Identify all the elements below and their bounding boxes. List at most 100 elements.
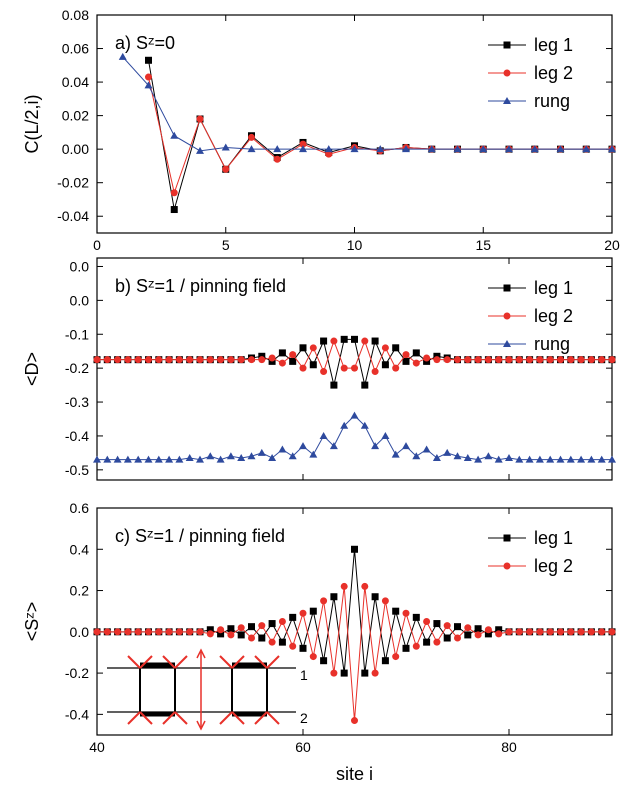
marker xyxy=(248,634,255,642)
marker xyxy=(433,638,441,646)
legend-label: leg 1 xyxy=(534,278,573,298)
marker xyxy=(289,613,297,621)
marker xyxy=(474,356,482,364)
marker xyxy=(186,628,194,636)
marker xyxy=(237,453,246,461)
marker xyxy=(329,442,338,450)
marker xyxy=(145,73,152,81)
marker xyxy=(567,356,575,364)
marker xyxy=(196,115,204,123)
marker xyxy=(340,669,348,677)
marker xyxy=(402,351,410,359)
ladder-inset xyxy=(107,648,296,731)
marker xyxy=(597,455,606,463)
marker xyxy=(535,455,544,463)
marker xyxy=(330,669,338,677)
marker xyxy=(237,631,245,639)
marker xyxy=(309,361,317,369)
marker xyxy=(598,628,606,636)
marker xyxy=(464,356,472,364)
y-tick-label: -0.1 xyxy=(65,326,89,342)
marker xyxy=(381,344,389,352)
marker xyxy=(145,356,152,364)
legend-label: leg 1 xyxy=(534,528,573,548)
marker xyxy=(155,356,163,364)
marker xyxy=(350,411,359,419)
marker xyxy=(577,455,586,463)
y-tick-label: 0.00 xyxy=(62,141,89,157)
marker xyxy=(503,312,511,320)
marker xyxy=(381,361,389,369)
marker xyxy=(185,453,194,461)
marker xyxy=(227,631,235,639)
marker xyxy=(412,359,420,367)
marker xyxy=(124,628,132,636)
marker xyxy=(320,597,328,605)
marker xyxy=(216,455,225,463)
marker xyxy=(360,421,369,429)
marker xyxy=(587,628,595,636)
marker xyxy=(432,453,441,461)
marker xyxy=(93,455,101,463)
marker xyxy=(484,630,492,638)
marker xyxy=(237,624,245,632)
marker xyxy=(124,356,132,364)
marker xyxy=(515,628,523,636)
series-line xyxy=(97,414,612,461)
marker xyxy=(423,618,431,625)
marker xyxy=(165,356,173,364)
marker xyxy=(113,455,122,463)
y-axis-label: <Sᶻ> xyxy=(22,602,42,641)
marker xyxy=(412,642,420,650)
marker xyxy=(557,356,564,364)
marker xyxy=(330,381,338,389)
marker xyxy=(299,344,307,352)
marker xyxy=(495,630,503,638)
marker xyxy=(608,455,616,463)
inset-label: 2 xyxy=(300,710,308,726)
marker xyxy=(289,357,297,365)
marker xyxy=(248,623,255,631)
marker xyxy=(289,351,297,359)
marker xyxy=(196,455,204,463)
marker xyxy=(505,628,513,636)
marker xyxy=(114,356,122,364)
marker xyxy=(299,140,307,148)
y-tick-label: -0.5 xyxy=(65,462,89,478)
y-tick-label: 0.6 xyxy=(70,500,90,516)
marker xyxy=(454,634,461,642)
marker xyxy=(412,613,420,621)
marker xyxy=(361,337,369,345)
marker xyxy=(351,364,358,372)
marker xyxy=(422,445,431,453)
marker xyxy=(165,455,174,463)
y-tick-label: 0.06 xyxy=(62,41,89,57)
marker xyxy=(278,359,286,367)
marker xyxy=(443,634,451,642)
panel: 0.0 0.0 -0.1 -0.2 -0.3 -0.4 -0.5 <D> b) Sᶻ=1 / p… xyxy=(22,257,616,481)
marker xyxy=(324,145,333,153)
marker xyxy=(503,97,511,104)
marker xyxy=(505,356,513,364)
marker xyxy=(278,618,286,625)
marker xyxy=(582,145,591,153)
series-line xyxy=(122,56,612,152)
marker xyxy=(155,628,163,636)
marker xyxy=(484,356,492,364)
marker xyxy=(402,609,410,617)
y-tick-label: 0.04 xyxy=(62,74,89,90)
marker xyxy=(381,431,390,439)
marker xyxy=(227,625,235,633)
marker xyxy=(423,638,431,646)
marker xyxy=(474,625,482,633)
panel-title: c) Sᶻ=1 / pinning field xyxy=(115,526,285,546)
legend-label: leg 2 xyxy=(534,556,573,576)
marker xyxy=(526,628,534,636)
marker xyxy=(423,354,431,362)
marker xyxy=(371,368,379,376)
marker xyxy=(351,335,358,343)
marker xyxy=(608,356,616,364)
marker xyxy=(330,593,338,601)
marker xyxy=(175,455,184,463)
